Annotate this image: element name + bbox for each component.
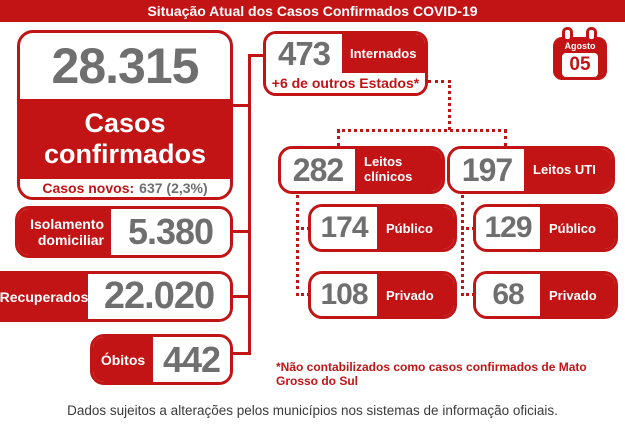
internados-note: +6 de outros Estados* xyxy=(266,73,425,93)
isolamento-value: 5.380 xyxy=(111,209,230,255)
clinicos-privado-value: 108 xyxy=(311,274,377,316)
calendar-day: 05 xyxy=(562,53,598,77)
obitos-value: 442 xyxy=(153,337,230,382)
isolamento-card: Isolamento domiciliar 5.380 xyxy=(15,206,233,258)
confirmed-cases-value: 28.315 xyxy=(51,38,200,94)
connector-internados xyxy=(248,54,265,57)
dotted-stub-174 xyxy=(296,227,310,230)
uti-publico-card: 129 Público xyxy=(473,204,618,252)
leitos-clinicos-card: 282 Leitos clínicos xyxy=(278,146,445,194)
uti-privado-card: 68 Privado xyxy=(473,271,618,319)
dotted-beds-header xyxy=(337,129,507,132)
recuperados-value: 22.020 xyxy=(88,274,230,319)
new-cases-strip: Casos novos: 637 (2,3%) xyxy=(20,179,230,197)
calendar-ring-icon xyxy=(562,27,573,42)
dotted-internados-out xyxy=(428,80,451,83)
uti-publico-value: 129 xyxy=(476,207,540,249)
connector-main-box xyxy=(231,104,248,107)
clinicos-privado-card: 108 Privado xyxy=(308,271,457,319)
new-cases-value: 637 (2,3%) xyxy=(139,180,208,196)
dotted-clinicos-branch xyxy=(296,195,299,296)
uti-privado-value: 68 xyxy=(476,274,540,316)
dotted-drop-clinicos xyxy=(337,129,340,147)
clinicos-privado-label: Privado xyxy=(377,274,454,316)
internados-card: 473 Internados +6 de outros Estados* xyxy=(263,31,428,96)
confirmed-cases-card: 28.315 Casos confirmados Casos novos: 63… xyxy=(17,30,233,200)
dotted-riser xyxy=(448,80,451,130)
calendar-icon: Agosto 05 xyxy=(553,27,607,80)
obitos-card: Óbitos 442 xyxy=(90,334,233,385)
clinicos-publico-card: 174 Público xyxy=(308,204,457,252)
connector-obitos xyxy=(231,352,248,355)
dotted-stub-108 xyxy=(296,293,310,296)
clinicos-publico-label: Público xyxy=(377,207,454,249)
recuperados-label: Recuperados xyxy=(0,274,88,319)
obitos-label: Óbitos xyxy=(93,337,153,382)
leitos-uti-value: 197 xyxy=(450,149,524,191)
leitos-uti-label: Leitos UTI xyxy=(524,149,612,191)
recuperados-card: Recuperados 22.020 xyxy=(0,271,233,322)
uti-publico-label: Público xyxy=(540,207,615,249)
new-cases-label: Casos novos: xyxy=(42,180,135,196)
connector-trunk xyxy=(248,54,251,355)
internados-label: Internados xyxy=(342,34,425,73)
internados-value: 473 xyxy=(266,34,342,73)
clinicos-publico-value: 174 xyxy=(311,207,377,249)
connector-isolamento xyxy=(231,230,248,233)
title-bar: Situação Atual dos Casos Confirmados COV… xyxy=(0,0,625,22)
dotted-stub-68 xyxy=(461,293,475,296)
page-title: Situação Atual dos Casos Confirmados COV… xyxy=(147,3,478,19)
leitos-clinicos-label: Leitos clínicos xyxy=(355,149,442,191)
calendar-month: Agosto xyxy=(564,41,596,51)
isolamento-label: Isolamento domiciliar xyxy=(18,209,111,255)
calendar-ring-icon xyxy=(586,27,597,42)
dotted-drop-uti xyxy=(504,129,507,147)
dotted-uti-branch xyxy=(461,195,464,296)
internados-row: 473 Internados xyxy=(266,34,425,73)
leitos-clinicos-value: 282 xyxy=(281,149,355,191)
dotted-stub-129 xyxy=(461,227,475,230)
calendar-body: Agosto 05 xyxy=(553,37,607,80)
footnote: *Não contabilizados como casos confirmad… xyxy=(276,360,587,388)
confirmed-cases-label: Casos confirmados xyxy=(20,99,230,179)
caption: Dados sujeitos a alterações pelos municí… xyxy=(67,403,558,418)
leitos-uti-card: 197 Leitos UTI xyxy=(447,146,615,194)
uti-privado-label: Privado xyxy=(540,274,615,316)
connector-recuperados xyxy=(231,295,248,298)
